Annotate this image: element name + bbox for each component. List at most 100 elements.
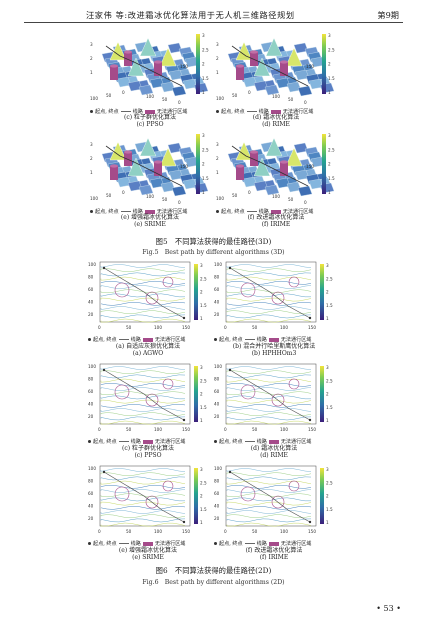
colorbar-tick-label: 2 [202,62,205,67]
fig5-panel: 3 2 1 100 50 0 100 50 0 150 3 2.5 2 1.5 1 起点, 终点 线路 无法通行区… [214,128,339,228]
legend-start-end: 起点, 终点 [95,209,119,215]
start-end-marker-icon [216,110,219,113]
subcaption-en: (b) HPHHOm3 [251,350,297,357]
contour-2d-plot: 100 80 60 40 20 0 50 100 150 3 2.5 2 1.5 1 [88,465,207,534]
contour-2d-plot: 100 80 60 40 20 0 50 100 150 3 2.5 2 1.5 1 [214,465,333,534]
terrain-facet [138,184,154,196]
legend-no-go: 无法通行区域 [282,109,314,115]
y-tick-label: 50 [162,97,168,102]
y-tick-label: 60 [214,287,220,292]
contour-line [100,272,186,277]
legend-no-go: 无法通行区域 [154,541,186,547]
contour-line [226,522,312,527]
y-tick-label: 100 [88,466,96,471]
end-point [182,418,186,422]
legend-route: 线路 [258,109,269,115]
no-go-swatch-icon [268,439,279,444]
x-tick-label: 100 [280,325,288,330]
start-end-marker-icon [214,440,217,443]
x-tick-label: 100 [154,427,162,432]
fig6-subcaption: (d) 霜冰优化算法 (d) RIME [224,445,324,459]
colorbar-tick-label: 3 [200,365,203,370]
contour-line [226,476,312,481]
no-go-zone [288,480,300,492]
route-line-icon [246,211,257,212]
x-tick-label: 0 [98,529,101,534]
terrain-peak [139,137,157,157]
y-tick-label: 50 [288,97,294,102]
fig6-legend: 起点, 终点 线路 无法通行区域 [214,540,311,547]
y-tick-label: 100 [214,466,222,471]
colorbar [194,264,198,320]
no-go-zone [114,282,130,298]
no-go-zone-top [124,50,132,54]
contour-line [100,285,186,289]
colorbar [320,468,324,524]
start-end-marker-icon [88,542,91,545]
legend-no-go: 无法通行区域 [156,109,188,115]
no-go-zone-top [154,60,162,64]
legend-start-end: 起点, 终点 [221,109,245,115]
z-tick-label: 1 [90,70,93,75]
legend-route: 线路 [132,109,143,115]
terrain-facet [138,84,154,96]
y-tick-label: 60 [214,389,220,394]
x-tick-label: 100 [154,529,162,534]
y-tick-label: 60 [214,491,220,496]
subcaption-en: (a) AGWO [132,350,164,357]
terrain-peak [265,37,283,57]
legend-route: 线路 [258,209,269,215]
x-tick-label: 150 [308,325,316,330]
contour-line [100,395,186,400]
fig5-subcaption: (c) 粒子群优化算法 (c) PPSO [100,114,200,128]
no-go-swatch-icon [144,209,155,214]
subcaption-zh: (d) 霜冰优化算法 [250,445,298,452]
colorbar-tick-label: 2 [200,392,203,397]
legend-route: 线路 [130,439,141,445]
no-go-zone [280,62,288,76]
fig6-legend: 起点, 终点 线路 无法通行区域 [214,438,311,445]
no-go-zone [114,486,130,502]
fig6-subcaption: (b) 混合并行哈里斯鹰优化算法 (b) HPHHOm3 [224,343,324,357]
contour-line [226,408,312,412]
contour-line [226,514,312,519]
y-tick-label: 100 [146,194,154,199]
x-tick-label: 100 [216,196,224,201]
subcaption-zh: (b) 混合并行哈里斯鹰优化算法 [232,343,316,350]
terrain-facet [297,85,313,97]
no-go-zone [236,166,244,180]
x-tick-label: 50 [232,93,238,98]
subcaption-zh: (f) 改进霜冰优化算法 [245,547,303,554]
start-point [102,470,106,474]
colorbar-tick-label: 1.5 [328,176,335,181]
fig5-subcaption: (e) 增强霜冰优化算法 (e) SRIME [100,214,200,228]
contour-line [100,514,186,519]
z-tick-label: 3 [90,42,93,47]
z-tick-label: 3 [216,142,219,147]
colorbar [320,264,324,320]
fig6-subcaption: (c) 粒子群优化算法 (c) PPSO [98,445,198,459]
x-tick-label: 100 [90,96,98,101]
y-tick-label: 100 [88,262,96,267]
x-tick-label: 150 [182,427,190,432]
start-end-marker-icon [88,440,91,443]
start-end-marker-icon [90,110,93,113]
terrain-facet [264,84,280,96]
colorbar-tick-label: 2 [202,162,205,167]
start-point [102,368,106,372]
terrain-3d-plot: 3 2 1 100 50 0 100 50 0 150 3 2.5 2 1.5 1 [90,33,209,105]
subcaption-en: (f) IRIME [261,221,291,228]
y-tick-label: 60 [88,491,94,496]
terrain-peak [127,57,145,77]
x-tick-label: 50 [252,529,258,534]
x-tick-label: 100 [280,529,288,534]
no-go-zone [110,166,118,180]
flight-path [105,145,183,187]
colorbar-tick-label: 1 [202,190,205,195]
colorbar-tick-label: 2.5 [200,480,207,485]
legend-route: 线路 [130,541,141,547]
fig5-panel: 3 2 1 100 50 0 100 50 0 150 3 2.5 2 1.5 1 起点, 终点 线路 无法通行区… [214,28,339,128]
x-tick-label: 0 [224,325,227,330]
fig6-legend: 起点, 终点 线路 无法通行区域 [88,540,185,547]
contour-line [100,374,186,379]
